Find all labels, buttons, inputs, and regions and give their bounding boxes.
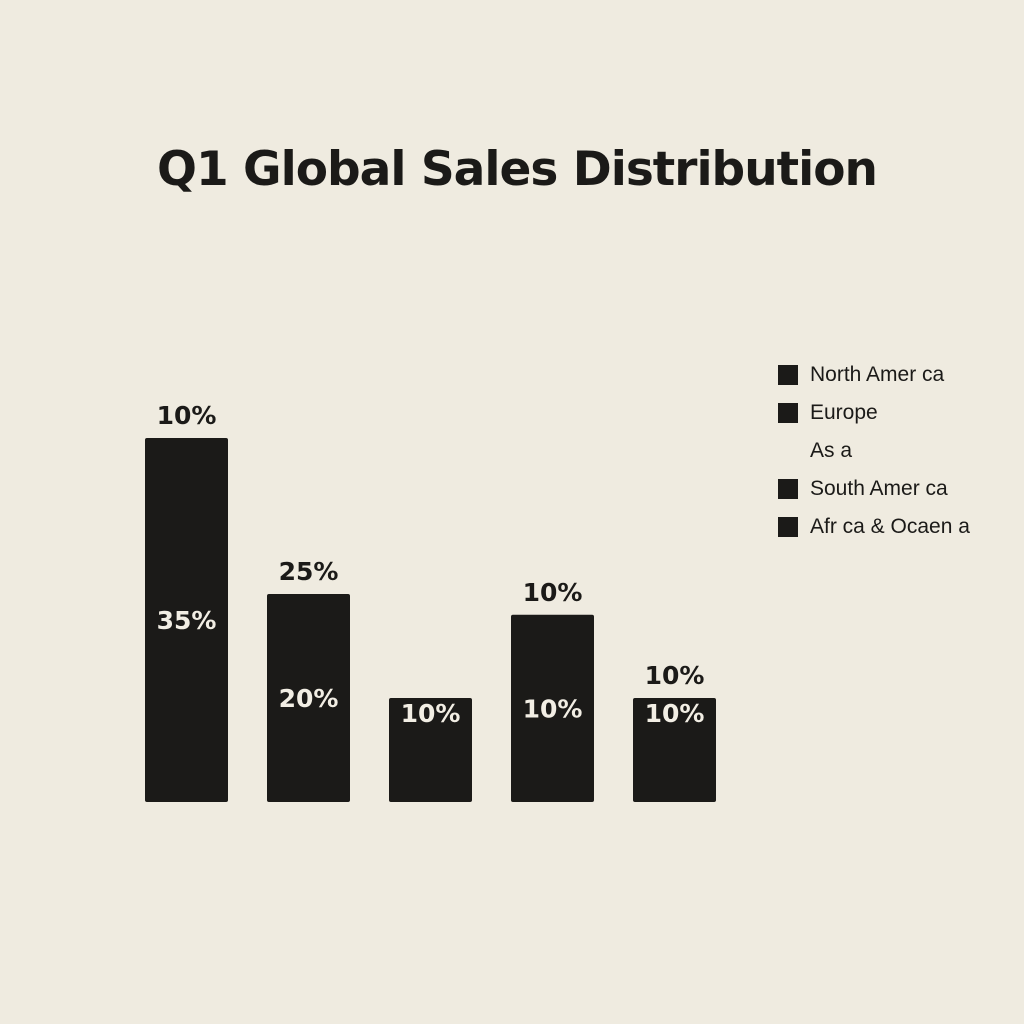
chart-title: Q1 Global Sales Distribution <box>156 142 878 197</box>
legend-label: As a <box>810 439 853 462</box>
legend-swatch <box>778 441 798 461</box>
legend-label: North Amer ca <box>810 363 945 386</box>
legend-swatch <box>778 479 798 499</box>
legend-item-europe: Europe <box>778 394 1018 432</box>
legend-swatch <box>778 365 798 385</box>
bar-outer-label: 10% <box>523 578 583 607</box>
legend-swatch <box>778 517 798 537</box>
legend-label: Afr ca & Ocaen a <box>810 515 970 538</box>
legend-label: South Amer ca <box>810 477 948 500</box>
bar-inner-label: 20% <box>279 684 339 713</box>
bar-outer-label: 10% <box>157 401 217 430</box>
bar-inner-label: 10% <box>523 694 583 723</box>
bar-2 <box>267 594 350 802</box>
legend-swatch <box>778 403 798 423</box>
bar-5 <box>633 698 716 802</box>
legend-item-south-america: South Amer ca <box>778 470 1018 508</box>
legend-label: Europe <box>810 401 878 424</box>
bar-3 <box>389 698 472 802</box>
legend-item-north-america: North Amer ca <box>778 356 1018 394</box>
bar-4 <box>511 614 594 802</box>
bar-inner-label: 10% <box>401 699 461 728</box>
legend-item-africa-oceania: Afr ca & Ocaen a <box>778 508 1018 546</box>
legend: North Amer ca Europe As a South Amer ca … <box>778 356 1018 546</box>
legend-item-asia: As a <box>778 432 1018 470</box>
bar-outer-label: 10% <box>645 661 705 690</box>
bar-outer-label: 25% <box>279 557 339 586</box>
bar-inner-label: 35% <box>157 606 217 635</box>
bar-1 <box>145 438 228 802</box>
bar-inner-label: 10% <box>645 699 705 728</box>
